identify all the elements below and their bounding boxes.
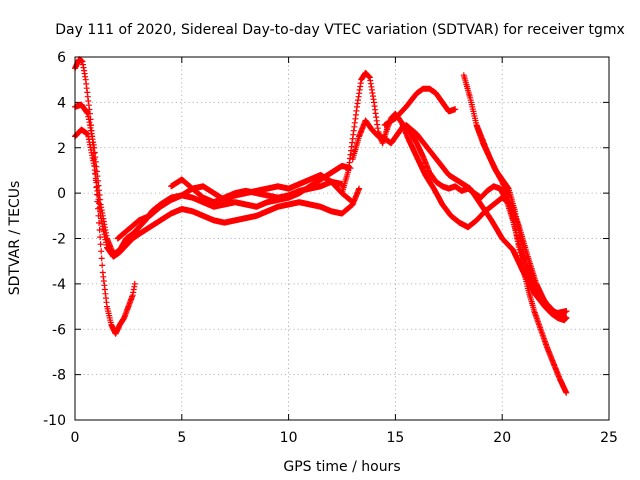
series-arc-11 xyxy=(473,122,570,319)
x-tick-label: 20 xyxy=(493,430,511,446)
plus-markers xyxy=(381,85,459,129)
chart-title: Day 111 of 2020, Sidereal Day-to-day VTE… xyxy=(55,22,625,38)
data-points xyxy=(72,56,570,396)
x-axis-label: GPS time / hours xyxy=(283,459,400,475)
series-arc-5 xyxy=(168,176,345,206)
y-tick-label: -8 xyxy=(52,368,66,384)
series-arc-8 xyxy=(381,85,459,129)
y-tick-label: -2 xyxy=(52,232,66,248)
y-tick-label: 2 xyxy=(57,141,66,157)
x-tick-label: 5 xyxy=(177,430,186,446)
plus-markers xyxy=(168,176,345,206)
y-tick-label: -6 xyxy=(52,322,66,338)
y-tick-label: -4 xyxy=(52,277,66,293)
plus-markers xyxy=(473,122,570,319)
x-tick-label: 25 xyxy=(600,430,618,446)
y-tick-label: 0 xyxy=(57,186,66,202)
x-tick-labels: 0 5 10 15 20 25 xyxy=(71,430,618,446)
x-tick-label: 10 xyxy=(280,430,298,446)
x-tick-label: 0 xyxy=(71,430,80,446)
y-tick-label: -10 xyxy=(43,413,66,429)
y-axis-label: SDTVAR / TECUs xyxy=(7,181,23,296)
y-tick-labels: -10 -8 -6 -4 -2 0 2 4 6 xyxy=(43,50,66,429)
y-tick-label: 4 xyxy=(57,95,66,111)
x-tick-label: 15 xyxy=(386,430,404,446)
plot-frame xyxy=(74,56,610,421)
y-tick-label: 6 xyxy=(57,50,66,66)
